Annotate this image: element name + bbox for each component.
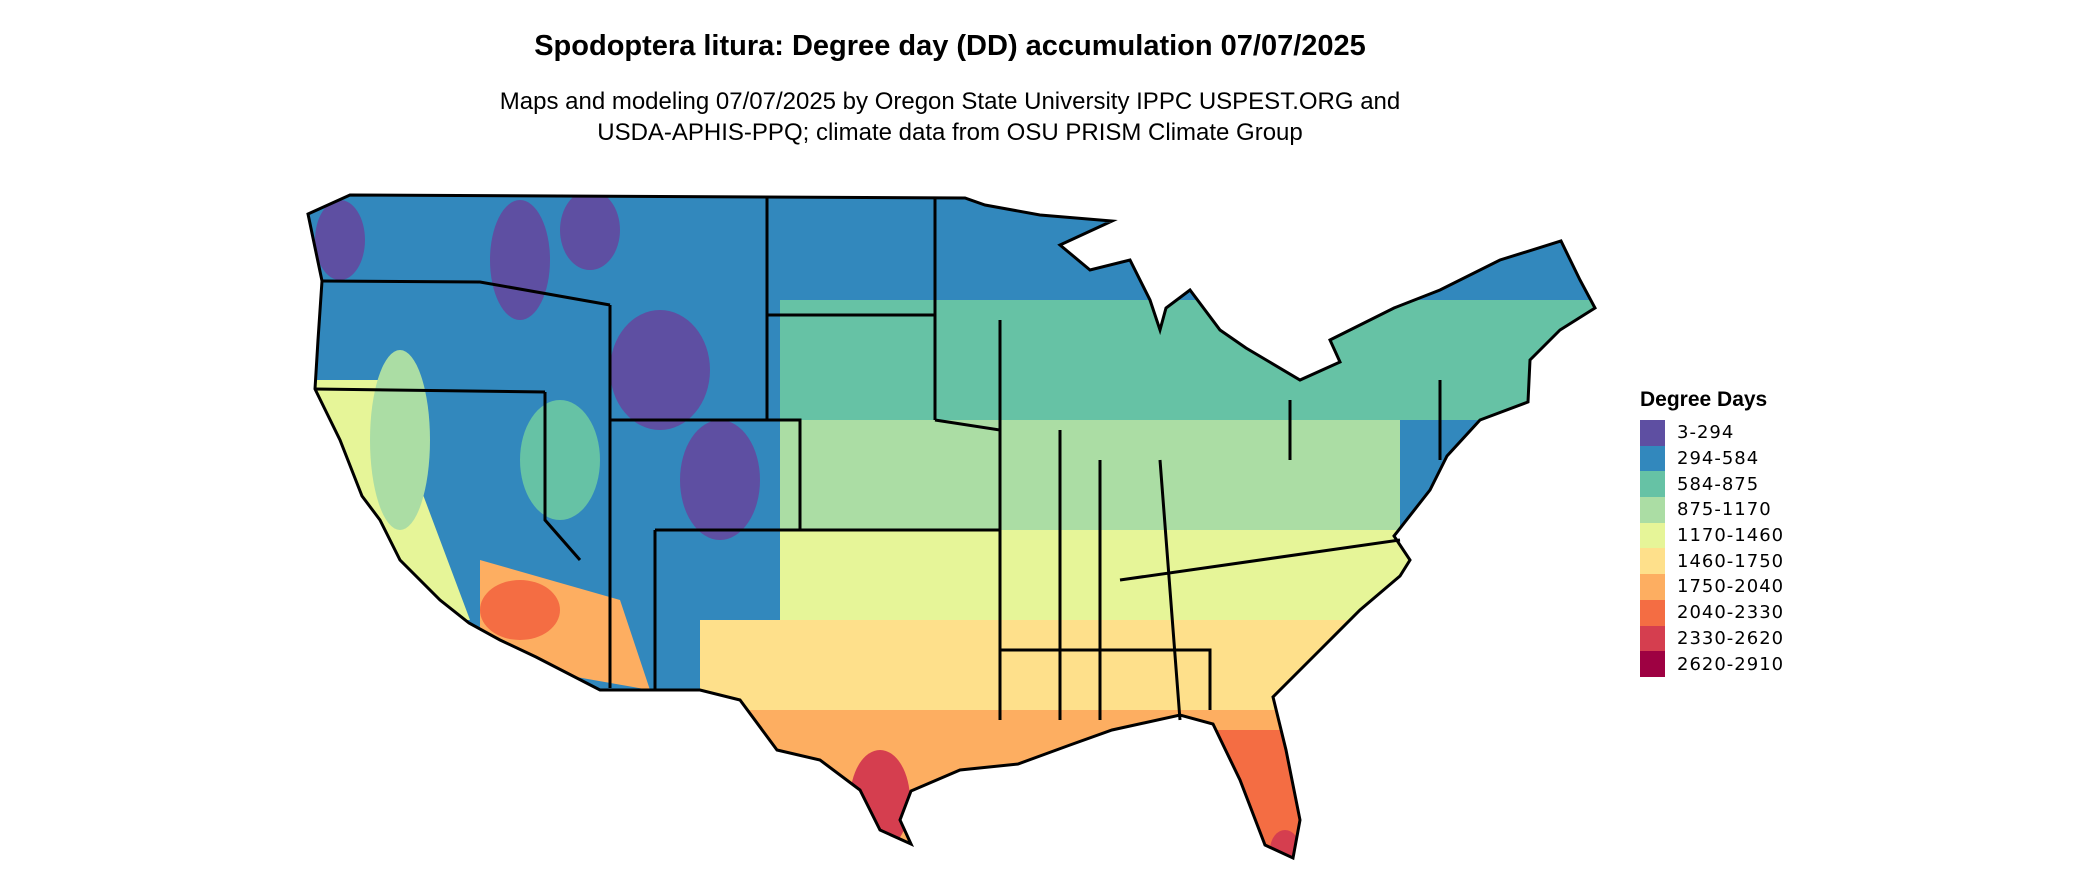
legend-swatch — [1640, 548, 1665, 575]
legend-label: 1750-2040 — [1677, 576, 1785, 598]
legend-item: 2330-2620 — [1640, 625, 1785, 652]
subtitle-line-2: USDA-APHIS-PPQ; climate data from OSU PR… — [597, 119, 1303, 146]
legend-item: 1750-2040 — [1640, 574, 1784, 600]
legend-swatch — [1640, 497, 1665, 523]
legend-item: 2620-2910 — [1640, 651, 1784, 677]
legend-label: 2620-2910 — [1677, 653, 1785, 675]
legend-swatch — [1640, 625, 1665, 652]
map-title: Spodoptera litura: Degree day (DD) accum… — [534, 30, 1366, 62]
legend-swatch — [1640, 420, 1665, 446]
legend-swatch — [1640, 599, 1665, 626]
legend-item: 3-294 — [1640, 420, 1784, 446]
state-borders — [306, 193, 1597, 860]
legend-label: 2330-2620 — [1677, 627, 1785, 649]
legend-label: 584-875 — [1677, 473, 1760, 495]
legend-swatch — [1640, 651, 1665, 677]
legend-swatch — [1640, 522, 1665, 549]
legend-label: 875-1170 — [1677, 499, 1772, 521]
legend: Degree Days 3-294 294-584 584-875 875-1170 1… — [1640, 388, 1784, 677]
legend-swatch — [1640, 445, 1665, 472]
legend-label: 1170-1460 — [1677, 525, 1785, 547]
legend-label: 2040-2330 — [1677, 602, 1785, 624]
legend-item: 2040-2330 — [1640, 599, 1785, 626]
legend-item: 1460-1750 — [1640, 548, 1785, 575]
legend-title: Degree Days — [1640, 388, 1768, 411]
legend-swatch — [1640, 574, 1665, 600]
degree-day-raster — [308, 195, 1595, 858]
legend-item: 1170-1460 — [1640, 522, 1785, 549]
subtitle-line-1: Maps and modeling 07/07/2025 by Oregon S… — [499, 88, 1401, 115]
legend-label: 1460-1750 — [1677, 550, 1785, 572]
legend-swatch — [1640, 471, 1665, 498]
legend-label: 3-294 — [1677, 422, 1735, 444]
map-subtitle: Maps and modeling 07/07/2025 by Oregon S… — [0, 86, 1900, 148]
legend-label: 294-584 — [1677, 448, 1760, 470]
legend-item: 294-584 — [1640, 445, 1784, 472]
legend-item: 584-875 — [1640, 471, 1784, 498]
legend-item: 875-1170 — [1640, 497, 1784, 523]
